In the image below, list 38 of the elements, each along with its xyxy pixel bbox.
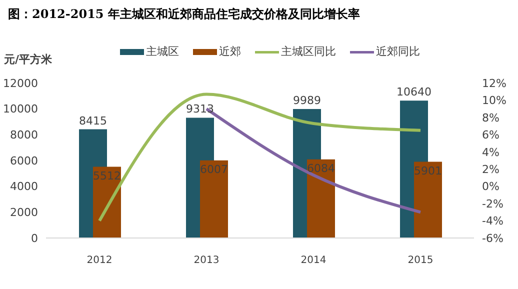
y2-tick-label: 12% [482,76,506,90]
bar [200,160,228,238]
y-tick-label: 2000 [10,206,38,220]
bar [414,162,442,238]
y2-tick-label: 4% [482,146,500,159]
y-tick-label: 8000 [10,128,38,142]
data-label: 8415 [79,114,107,128]
x-tick-label: 2014 [300,255,326,266]
x-tick-label: 2012 [86,255,112,266]
y-tick-label: 10000 [3,102,38,116]
data-label: 5901 [414,164,442,178]
bar [307,159,335,238]
y2-tick-label: -2% [482,197,504,210]
y2-tick-label: 6% [482,128,500,142]
y-tick-label: 4000 [10,180,38,194]
data-label: 5512 [93,170,121,183]
data-label: 6007 [200,163,228,176]
legend-label: 近郊 [218,44,241,59]
x-tick-label: 2013 [194,255,220,266]
y2-tick-label: -4% [482,214,504,228]
data-label: 6084 [307,162,335,176]
y-tick-label: 0 [31,232,38,245]
data-label: 9989 [293,94,321,107]
y-tick-label: 6000 [10,154,38,168]
chart-title: 图：2012-2015 年主城区和近郊商品住宅成交价格及同比增长率 [8,6,360,23]
legend-label: 主城区同比 [280,44,336,59]
y2-tick-label: 0% [482,180,500,194]
x-tick-label: 2015 [408,255,434,266]
y2-tick-label: 10% [482,94,506,108]
data-label: 10640 [396,86,432,99]
y-tick-label: 12000 [3,76,38,90]
data-label: 9313 [186,102,214,116]
y2-tick-label: 8% [482,111,500,124]
y2-tick-label: -6% [482,232,504,245]
y-axis-title: 元/平方米 [4,52,52,67]
y2-tick-label: 2% [482,163,500,176]
legend-label: 主城区 [145,44,179,59]
legend-label: 近郊同比 [375,44,420,59]
